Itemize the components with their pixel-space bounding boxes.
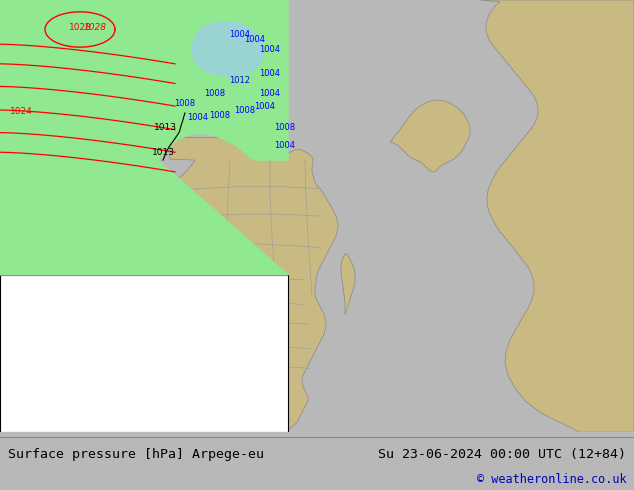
Polygon shape [0,0,288,275]
Text: 1008: 1008 [174,98,195,108]
Text: 1028: 1028 [84,23,107,32]
Text: 1004: 1004 [259,45,280,53]
Text: 1004: 1004 [259,69,280,78]
Text: 1013: 1013 [153,123,176,132]
Text: 1024: 1024 [10,107,33,117]
Polygon shape [540,0,634,118]
Text: 1004: 1004 [245,35,266,44]
Text: Surface pressure [hPa] Arpege-eu: Surface pressure [hPa] Arpege-eu [8,448,264,461]
Text: 1004: 1004 [275,141,295,150]
Polygon shape [62,379,68,387]
Text: Su 23-06-2024 00:00 UTC (12+84): Su 23-06-2024 00:00 UTC (12+84) [378,448,626,461]
Text: 1004: 1004 [230,30,250,39]
Polygon shape [341,253,355,314]
Text: 1013: 1013 [152,148,174,157]
Text: 1008: 1008 [209,111,231,121]
Polygon shape [480,0,634,432]
Text: 1004: 1004 [259,89,280,98]
Bar [0,275,288,432]
Text: 1004: 1004 [188,113,209,122]
Polygon shape [390,100,470,172]
Text: 1028: 1028 [68,23,91,32]
Text: 1008: 1008 [204,89,226,98]
Polygon shape [107,138,338,431]
Text: 1004: 1004 [254,101,276,111]
Text: © weatheronline.co.uk: © weatheronline.co.uk [477,473,626,486]
Text: 1008: 1008 [275,123,295,132]
Text: 1012: 1012 [230,76,250,85]
Text: 1008: 1008 [235,105,256,115]
Polygon shape [192,22,264,76]
